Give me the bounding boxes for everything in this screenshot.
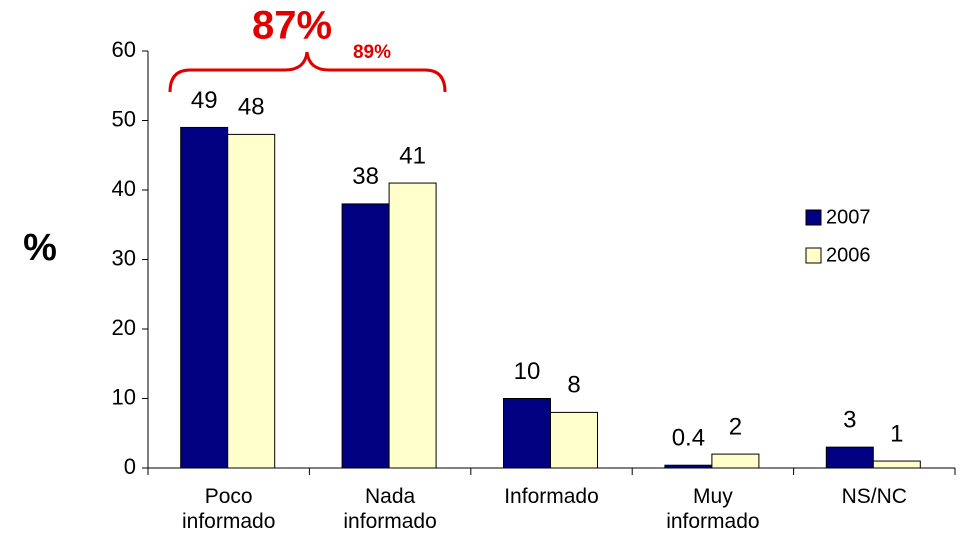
x-tick-label: Poco informado <box>181 485 276 533</box>
data-label: 10 <box>514 358 541 385</box>
y-tick-label: 40 <box>112 176 136 201</box>
data-label: 41 <box>399 142 426 169</box>
y-axis-label: % <box>23 227 57 269</box>
data-label: 38 <box>352 163 379 190</box>
data-label: 3 <box>843 406 856 433</box>
annotation: 87% <box>252 4 332 48</box>
legend-swatch <box>805 247 822 264</box>
brace <box>168 51 447 93</box>
legend-swatch <box>805 209 822 226</box>
x-tick-label: Muy informado <box>666 485 760 533</box>
bar <box>227 133 276 469</box>
bar <box>388 182 437 469</box>
y-tick-label: 20 <box>112 315 136 340</box>
legend-label: 2006 <box>826 244 871 266</box>
y-tick-label: 30 <box>112 245 136 270</box>
data-label: 49 <box>191 87 218 114</box>
data-label: 8 <box>567 372 580 399</box>
bar <box>664 464 713 469</box>
x-tick-label: Informado <box>504 485 599 508</box>
bar <box>825 446 874 469</box>
legend-label: 2007 <box>826 206 871 228</box>
y-tick-label: 60 <box>112 37 136 62</box>
bar <box>503 398 551 469</box>
data-label: 1 <box>890 420 903 447</box>
y-tick-label: 0 <box>124 454 136 479</box>
bar <box>872 460 921 469</box>
data-label: 2 <box>729 413 742 440</box>
bar <box>711 453 760 469</box>
annotation: 89% <box>353 42 391 63</box>
bar <box>550 411 598 469</box>
bar <box>341 203 390 469</box>
data-label: 0.4 <box>672 425 705 452</box>
bar <box>180 126 229 469</box>
y-tick-label: 50 <box>112 106 136 131</box>
data-label: 48 <box>238 94 265 121</box>
x-tick-label: NS/NC <box>841 485 907 508</box>
y-tick-label: 10 <box>112 384 136 409</box>
x-tick-label: Nada informado <box>343 485 437 533</box>
